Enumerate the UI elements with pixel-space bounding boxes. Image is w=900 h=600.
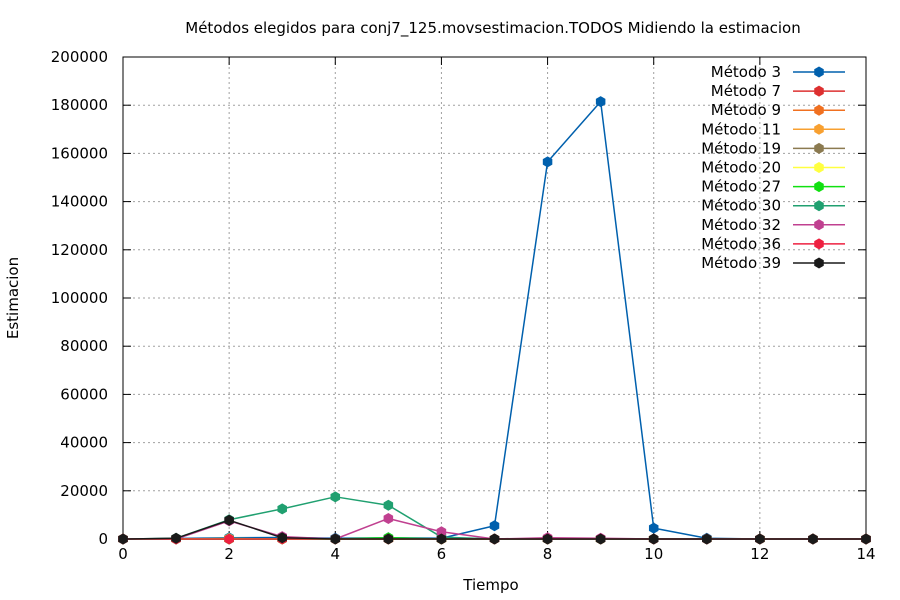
legend-label: Método 3 xyxy=(711,63,781,81)
data-point xyxy=(277,503,287,515)
data-point xyxy=(436,533,447,545)
y-tick-label: 40000 xyxy=(60,434,108,452)
y-tick-label: 120000 xyxy=(51,241,108,259)
data-point xyxy=(489,520,500,532)
legend-swatch-marker xyxy=(814,104,824,116)
data-point xyxy=(542,533,553,545)
legend-label: Método 19 xyxy=(701,139,781,157)
data-point xyxy=(383,513,394,525)
legend-entry: Método 7 xyxy=(711,82,845,100)
data-point xyxy=(702,533,712,545)
data-point xyxy=(489,533,500,545)
series-layer xyxy=(118,96,871,545)
data-point xyxy=(648,533,659,545)
legend-label: Método 9 xyxy=(711,101,781,119)
x-tick-label: 4 xyxy=(331,545,341,563)
series-m-todo-39 xyxy=(118,514,871,545)
legend-entry: Método 19 xyxy=(701,139,845,157)
grid xyxy=(123,57,866,539)
x-tick-label: 6 xyxy=(437,545,447,563)
legend-swatch-marker xyxy=(814,200,824,212)
legend-entry: Método 36 xyxy=(701,235,845,253)
legend-swatch-marker xyxy=(814,123,824,135)
y-tick-label: 140000 xyxy=(51,193,108,211)
x-tick-label: 12 xyxy=(750,545,769,563)
data-point xyxy=(648,522,659,534)
x-axis-label: Tiempo xyxy=(462,576,518,594)
x-tick-label: 8 xyxy=(543,545,553,563)
data-point xyxy=(861,533,871,545)
legend-swatch-marker xyxy=(814,85,824,97)
legend-label: Método 7 xyxy=(711,82,781,100)
x-tick-label: 0 xyxy=(118,545,128,563)
data-point xyxy=(224,514,234,526)
legend-label: Método 27 xyxy=(701,178,781,196)
legend-entry: Método 30 xyxy=(701,197,845,215)
legend-entry: Método 9 xyxy=(711,101,845,119)
data-point xyxy=(171,532,181,544)
data-point xyxy=(383,499,394,511)
legend-label: Método 36 xyxy=(701,235,781,253)
y-tick-label: 60000 xyxy=(60,385,108,403)
legend-label: Método 39 xyxy=(701,254,781,272)
data-point xyxy=(118,533,128,545)
data-point xyxy=(224,533,234,545)
y-tick-label: 20000 xyxy=(60,482,108,500)
x-tick-label: 14 xyxy=(856,545,875,563)
data-point xyxy=(330,533,341,545)
x-tick-label: 2 xyxy=(224,545,234,563)
data-point xyxy=(595,96,606,108)
x-tick-label: 10 xyxy=(644,545,663,563)
legend-swatch-marker xyxy=(814,257,824,269)
data-point xyxy=(755,533,765,545)
legend-swatch-marker xyxy=(814,142,824,154)
legend-entry: Método 20 xyxy=(701,159,845,177)
axis-ticks: 0 20000 40000 60000 80000 100000 120000 140000 1… xyxy=(51,48,876,563)
data-point xyxy=(330,491,341,503)
data-point xyxy=(277,532,287,544)
y-axis-label: Estimacion xyxy=(4,257,22,339)
data-point xyxy=(808,533,818,545)
y-tick-label: 100000 xyxy=(51,289,108,307)
legend-label: Método 32 xyxy=(701,216,781,234)
data-point xyxy=(595,533,606,545)
y-tick-label: 160000 xyxy=(51,144,108,162)
legend-entry: Método 3 xyxy=(711,63,845,81)
legend-swatch-marker xyxy=(814,181,824,193)
legend-entry: Método 11 xyxy=(701,120,845,138)
legend-swatch-marker xyxy=(814,66,824,78)
y-tick-label: 0 xyxy=(98,530,108,548)
series-line xyxy=(122,496,866,540)
legend-swatch-marker xyxy=(814,219,824,231)
chart-title: Métodos elegidos para conj7_125.movsesti… xyxy=(185,19,800,38)
legend-label: Método 20 xyxy=(701,159,781,177)
legend-swatch-marker xyxy=(814,162,824,173)
data-point xyxy=(542,156,553,168)
legend-entry: Método 32 xyxy=(701,216,845,234)
legend-entry: Método 27 xyxy=(701,178,845,196)
legend-entry: Método 39 xyxy=(701,254,845,272)
y-tick-label: 200000 xyxy=(51,48,108,66)
y-tick-label: 80000 xyxy=(60,337,108,355)
legend-label: Método 30 xyxy=(701,197,781,215)
legend-label: Método 11 xyxy=(701,120,781,138)
data-point xyxy=(383,533,394,545)
legend-swatch-marker xyxy=(814,238,824,250)
y-tick-label: 180000 xyxy=(51,96,108,114)
data-point xyxy=(436,526,447,538)
